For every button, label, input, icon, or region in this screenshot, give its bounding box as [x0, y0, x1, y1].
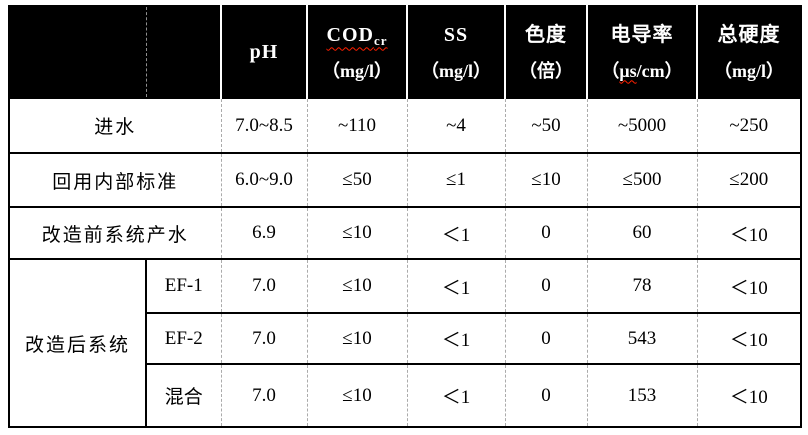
cell-hardness: ~250	[697, 97, 801, 153]
sub-row-label: EF-1	[146, 258, 222, 313]
cell-ss: ＜1	[407, 363, 506, 427]
cell-ss: ＜1	[407, 258, 506, 313]
header-blank-group	[9, 6, 147, 98]
header-cell-conductivity: 电导率 （μs/cm）	[587, 6, 698, 98]
header-unit-hardness: （mg/l）	[714, 60, 784, 81]
cell-ss: ＜1	[407, 206, 506, 259]
cell-conductivity: ~5000	[587, 97, 698, 153]
header-title-conductivity: 电导率	[610, 23, 674, 46]
row-label: 回用内部标准	[9, 152, 222, 207]
spellcheck-underline: μs	[619, 60, 637, 81]
header-blank-sub	[146, 6, 222, 98]
cell-ph: 7.0~8.5	[221, 97, 308, 153]
table-row-ef2: EF-2 7.0 ≤10 ＜1 0 543 ＜10	[9, 312, 801, 364]
cell-hardness: ≤200	[697, 152, 801, 207]
header-cell-ss: SS （mg/l）	[407, 6, 506, 98]
cell-ss: ~4	[407, 97, 506, 153]
header-title-chroma: 色度	[525, 23, 567, 46]
header-title-hardness: 总硬度	[717, 23, 781, 46]
header-unit-cod: （mg/l）	[322, 60, 392, 81]
sub-row-label: 混合	[146, 363, 222, 427]
cell-cod: ≤10	[307, 363, 408, 427]
cell-conductivity: ≤500	[587, 152, 698, 207]
table-row-pre-retrofit: 改造前系统产水 6.9 ≤10 ＜1 0 60 ＜10	[9, 206, 801, 259]
header-title-ss: SS	[443, 23, 469, 46]
cell-chroma: 0	[505, 312, 588, 364]
header-unit-conductivity: （μs/cm）	[601, 60, 683, 81]
cell-cod: ≤10	[307, 312, 408, 364]
cell-chroma: 0	[505, 258, 588, 313]
table-row-ef1: 改造后系统 EF-1 7.0 ≤10 ＜1 0 78 ＜10	[9, 258, 801, 427]
water-quality-table-wrap: pH CODcr （mg/l） SS （mg/l） 色度 （倍） 电导率 （μs…	[8, 5, 802, 428]
table-row-influent: 进水 7.0~8.5 ~110 ~4 ~50 ~5000 ~250	[9, 97, 801, 153]
row-label: 改造前系统产水	[9, 206, 222, 259]
group-label-post-retrofit: 改造后系统	[9, 258, 147, 427]
cell-ph: 7.0	[221, 258, 308, 313]
cell-ph: 6.9	[221, 206, 308, 259]
cell-cod: ~110	[307, 97, 408, 153]
cell-cod: ≤10	[307, 258, 408, 313]
cell-ss: ≤1	[407, 152, 506, 207]
header-title-cod: CODcr	[308, 23, 406, 48]
sub-row-label: EF-2	[146, 312, 222, 364]
cell-conductivity: 78	[587, 258, 698, 313]
header-cell-chroma: 色度 （倍）	[505, 6, 588, 98]
cell-hardness: ＜10	[697, 258, 801, 313]
cell-chroma: ~50	[505, 97, 588, 153]
cell-conductivity: 543	[587, 312, 698, 364]
header-unit-chroma: （倍）	[519, 60, 573, 81]
cell-hardness: ＜10	[697, 363, 801, 427]
table-header: pH CODcr （mg/l） SS （mg/l） 色度 （倍） 电导率 （μs…	[9, 6, 801, 98]
table-body: 进水 7.0~8.5 ~110 ~4 ~50 ~5000 ~250 回用内部标准…	[9, 97, 801, 427]
cod-subscript: cr	[373, 32, 388, 48]
cell-ss: ＜1	[407, 312, 506, 364]
cell-hardness: ＜10	[697, 206, 801, 259]
header-cell-ph: pH	[221, 6, 308, 98]
header-row: pH CODcr （mg/l） SS （mg/l） 色度 （倍） 电导率 （μs…	[9, 6, 801, 98]
header-cell-cod: CODcr （mg/l）	[307, 6, 408, 98]
cell-conductivity: 153	[587, 363, 698, 427]
cell-chroma: ≤10	[505, 152, 588, 207]
table-row-reuse-standard: 回用内部标准 6.0~9.0 ≤50 ≤1 ≤10 ≤500 ≤200	[9, 152, 801, 207]
cell-cod: ≤50	[307, 152, 408, 207]
cell-conductivity: 60	[587, 206, 698, 259]
cell-chroma: 0	[505, 206, 588, 259]
row-label: 进水	[9, 97, 222, 153]
table-row-mixed: 混合 7.0 ≤10 ＜1 0 153 ＜10	[9, 363, 801, 427]
cell-ph: 6.0~9.0	[221, 152, 308, 207]
cell-cod: ≤10	[307, 206, 408, 259]
cell-chroma: 0	[505, 363, 588, 427]
cell-ph: 7.0	[221, 312, 308, 364]
header-unit-ss: （mg/l）	[421, 60, 491, 81]
header-title-ph: pH	[249, 41, 279, 63]
header-cell-hardness: 总硬度 （mg/l）	[697, 6, 801, 98]
cell-ph: 7.0	[221, 363, 308, 427]
water-quality-table: pH CODcr （mg/l） SS （mg/l） 色度 （倍） 电导率 （μs…	[8, 5, 802, 428]
spellcheck-underline: CODcr	[326, 23, 388, 48]
cell-hardness: ＜10	[697, 312, 801, 364]
